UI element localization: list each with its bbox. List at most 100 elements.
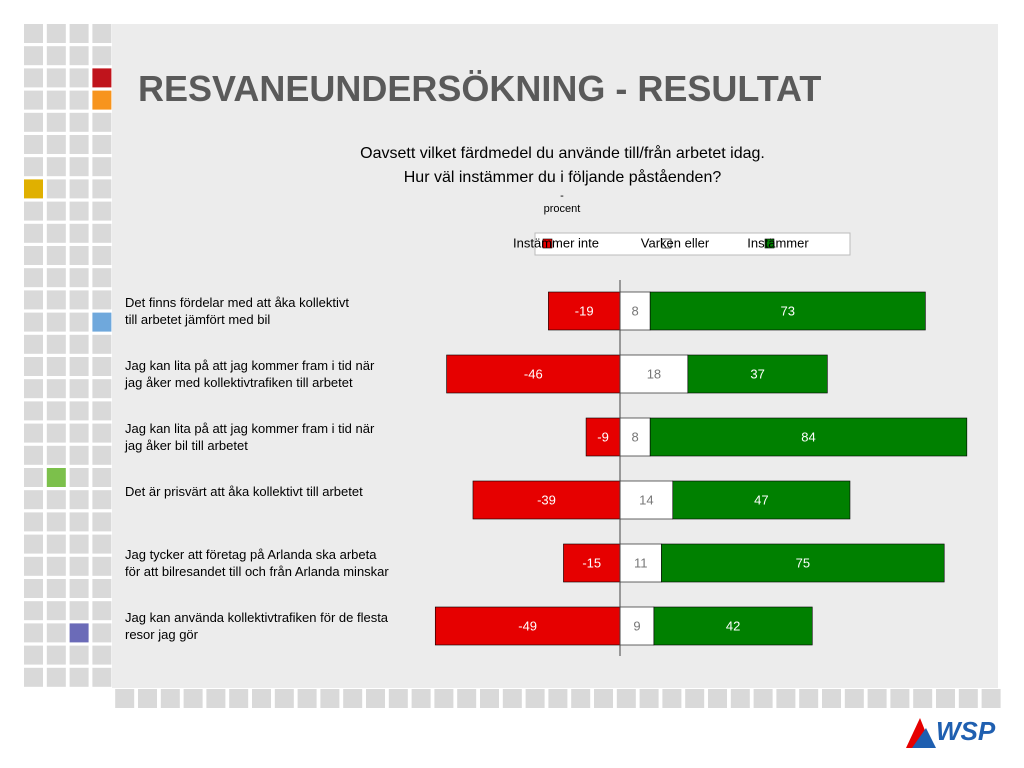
value-label: -49 <box>518 618 537 633</box>
deco-square <box>24 623 43 643</box>
deco-square <box>24 179 43 199</box>
deco-square <box>69 68 89 88</box>
deco-square <box>69 290 89 310</box>
deco-square <box>867 689 887 708</box>
legend-label: Instämmer <box>747 235 809 250</box>
legend-swatch <box>661 238 672 249</box>
bar <box>649 417 968 457</box>
deco-square <box>46 490 66 510</box>
category-label: Jag kan lita på att jag kommer fram i ti… <box>125 421 375 453</box>
deco-square <box>138 689 157 708</box>
deco-square <box>69 579 89 598</box>
deco-square <box>24 379 43 399</box>
deco-square <box>913 689 933 708</box>
value-label: 84 <box>801 429 815 444</box>
deco-square <box>92 468 112 487</box>
deco-square <box>46 601 66 621</box>
category-label: Jag kan använda kollektivtrafiken för de… <box>125 610 389 642</box>
bar <box>619 354 689 394</box>
deco-square <box>92 601 112 621</box>
deco-square <box>46 135 66 154</box>
category-label: Det är prisvärt att åka kollektivt till … <box>125 484 363 499</box>
deco-square <box>69 667 89 687</box>
deco-square <box>69 223 89 243</box>
deco-square <box>46 223 66 243</box>
deco-square <box>92 645 112 665</box>
deco-square <box>69 379 89 399</box>
deco-square <box>24 556 43 576</box>
deco-square <box>46 423 66 443</box>
deco-square <box>548 689 568 708</box>
deco-square <box>92 312 112 332</box>
deco-square <box>525 689 545 708</box>
deco-square <box>46 379 66 399</box>
bar <box>619 291 651 331</box>
deco-square <box>366 689 385 708</box>
deco-square <box>24 68 43 88</box>
deco-square <box>92 490 112 510</box>
value-label: 47 <box>754 492 768 507</box>
deco-square <box>46 312 66 332</box>
deco-square <box>46 579 66 598</box>
value-label: 14 <box>639 492 653 507</box>
deco-square <box>69 112 89 132</box>
deco-square <box>46 46 66 66</box>
deco-square <box>69 623 89 643</box>
deco-square <box>69 468 89 487</box>
deco-square <box>92 90 112 110</box>
legend-swatch <box>764 238 775 249</box>
deco-square <box>69 601 89 621</box>
deco-square <box>46 201 66 221</box>
logo: WSP <box>936 716 996 746</box>
bar <box>619 480 674 520</box>
legend-label: Varken eller <box>641 235 710 250</box>
deco-square <box>24 46 43 66</box>
value-label: 8 <box>631 429 638 444</box>
bar <box>653 606 813 646</box>
deco-square <box>639 689 659 708</box>
deco-square <box>69 201 89 221</box>
deco-square <box>46 468 66 487</box>
deco-square <box>92 667 112 687</box>
deco-square <box>92 445 112 465</box>
deco-square <box>206 689 226 708</box>
deco-square <box>594 689 613 708</box>
bar <box>649 291 926 331</box>
deco-square <box>46 90 66 110</box>
deco-square <box>92 512 112 532</box>
value-label: 73 <box>781 303 795 318</box>
deco-square <box>24 490 43 510</box>
bar <box>687 354 828 394</box>
deco-square <box>730 689 750 708</box>
deco-square <box>92 157 112 177</box>
deco-square <box>69 401 89 421</box>
value-label: 42 <box>726 618 740 633</box>
value-label: -39 <box>537 492 556 507</box>
deco-square <box>24 667 43 687</box>
deco-square <box>46 157 66 177</box>
deco-square <box>69 179 89 199</box>
deco-square <box>24 90 43 110</box>
deco-square <box>92 246 112 265</box>
deco-square <box>24 112 43 132</box>
deco-square <box>69 357 89 376</box>
deco-square <box>981 689 1001 708</box>
deco-square <box>662 689 682 708</box>
deco-square <box>502 689 522 708</box>
deco-square <box>46 290 66 310</box>
deco-square <box>24 334 43 354</box>
value-label: 9 <box>633 618 640 633</box>
deco-square <box>92 423 112 443</box>
deco-square <box>92 112 112 132</box>
deco-square <box>46 401 66 421</box>
deco-square <box>252 689 271 708</box>
deco-square <box>69 490 89 510</box>
legend: Instämmer inte Varken eller Instämmer <box>513 232 851 256</box>
deco-square <box>958 689 978 708</box>
deco-square <box>890 689 910 708</box>
legend-label: Instämmer inte <box>513 235 599 250</box>
deco-square <box>92 201 112 221</box>
deco-square <box>46 445 66 465</box>
deco-square <box>46 112 66 132</box>
